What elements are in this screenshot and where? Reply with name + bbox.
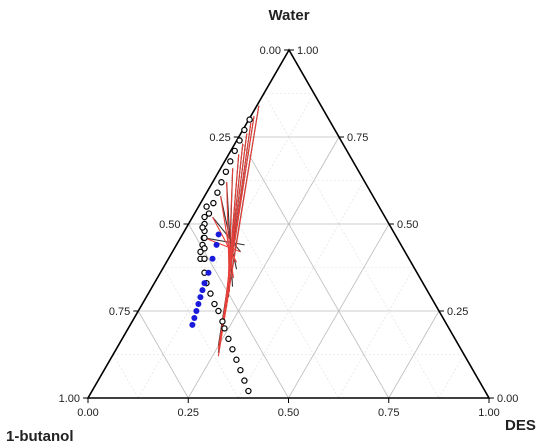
binodal-point bbox=[207, 290, 214, 297]
grid-line-butanol bbox=[137, 310, 189, 399]
grid-line-butanol bbox=[238, 136, 390, 399]
binodal-point bbox=[245, 387, 252, 395]
binodal-point bbox=[246, 116, 253, 123]
binodal-point bbox=[210, 199, 217, 207]
tick-label-left: 1.00 bbox=[59, 393, 80, 405]
tick-label-bottom: 0.75 bbox=[378, 407, 399, 419]
binodal-point bbox=[241, 377, 248, 384]
feed-point bbox=[193, 308, 200, 314]
binodal-point bbox=[231, 147, 238, 155]
grid-line-des bbox=[388, 310, 440, 399]
tie-line-experimental bbox=[204, 237, 245, 246]
feed-point bbox=[213, 241, 220, 248]
binodal-point bbox=[233, 356, 240, 363]
binodal-point bbox=[199, 224, 206, 231]
grid-line-des bbox=[137, 93, 315, 399]
tie-line-calculated bbox=[217, 105, 260, 357]
feed-point bbox=[197, 294, 204, 301]
grid-line-butanol bbox=[263, 93, 440, 399]
tick-label-bottom: 0.50 bbox=[278, 407, 299, 419]
binodal-point bbox=[222, 168, 230, 175]
binodal-point bbox=[225, 335, 232, 343]
tick-label-right: 0.25 bbox=[447, 306, 468, 318]
grid-line-butanol bbox=[112, 354, 139, 399]
tick-label-left: 0.75 bbox=[109, 306, 130, 318]
binodal-point bbox=[201, 213, 208, 221]
binodal-point bbox=[236, 137, 243, 144]
feed-point bbox=[209, 255, 216, 262]
binodal-point bbox=[218, 179, 225, 186]
tick-label-right: 0.75 bbox=[347, 132, 368, 144]
feed-point bbox=[191, 314, 198, 321]
tick-layer: 0.00 0.00 0.00 0.25 0.25 0.25 0.50 0.50 0.50 0.75… bbox=[59, 45, 519, 419]
tick-label-right: 1.00 bbox=[297, 45, 318, 57]
tick-label-right: 0.50 bbox=[397, 219, 418, 231]
feed-point bbox=[205, 269, 212, 276]
point-layer bbox=[189, 116, 253, 395]
grid-line-des bbox=[338, 267, 415, 399]
binodal-point bbox=[237, 366, 244, 374]
binodal-point bbox=[229, 346, 236, 353]
binodal-point bbox=[203, 203, 210, 210]
tie-line-calculated bbox=[217, 116, 255, 350]
tick-label-bottom: 0.00 bbox=[77, 407, 98, 419]
binodal-point bbox=[201, 255, 208, 262]
tie-line-layer bbox=[204, 105, 260, 357]
feed-point bbox=[215, 231, 222, 238]
binodal-point bbox=[201, 245, 208, 252]
grid-line-butanol bbox=[213, 180, 339, 399]
binodal-point bbox=[227, 158, 234, 165]
binodal-point bbox=[201, 234, 208, 242]
feed-point bbox=[195, 301, 202, 308]
binodal-point bbox=[205, 210, 213, 217]
binodal-point bbox=[211, 300, 218, 308]
tie-line-calculated bbox=[204, 237, 241, 253]
tick-label-left: 0.00 bbox=[260, 45, 281, 57]
binodal-point bbox=[214, 189, 221, 196]
binodal-point bbox=[221, 325, 228, 332]
grid-line-butanol bbox=[188, 223, 289, 399]
vertex-label-right: DES bbox=[505, 417, 536, 434]
binodal-point bbox=[219, 318, 226, 325]
feed-point bbox=[199, 287, 206, 294]
feed-point bbox=[201, 280, 208, 287]
binodal-point bbox=[197, 248, 204, 256]
vertex-label-left: 1-butanol bbox=[6, 428, 74, 445]
grid-line-des bbox=[438, 354, 465, 399]
tick-label-bottom: 0.25 bbox=[178, 407, 199, 419]
tick-label-left: 0.25 bbox=[209, 132, 230, 144]
tick-label-right: 0.00 bbox=[497, 393, 518, 405]
tick-label-left: 0.50 bbox=[159, 219, 180, 231]
binodal-point bbox=[241, 126, 248, 134]
tick-label-bottom: 1.00 bbox=[478, 407, 499, 419]
binodal-point bbox=[215, 307, 222, 315]
grid-line-des bbox=[238, 180, 365, 399]
grid-line-des bbox=[288, 223, 390, 399]
grid-line-butanol bbox=[163, 267, 239, 399]
grid-layer bbox=[112, 93, 465, 399]
vertex-label-top: Water bbox=[268, 7, 309, 24]
feed-point bbox=[189, 321, 196, 328]
